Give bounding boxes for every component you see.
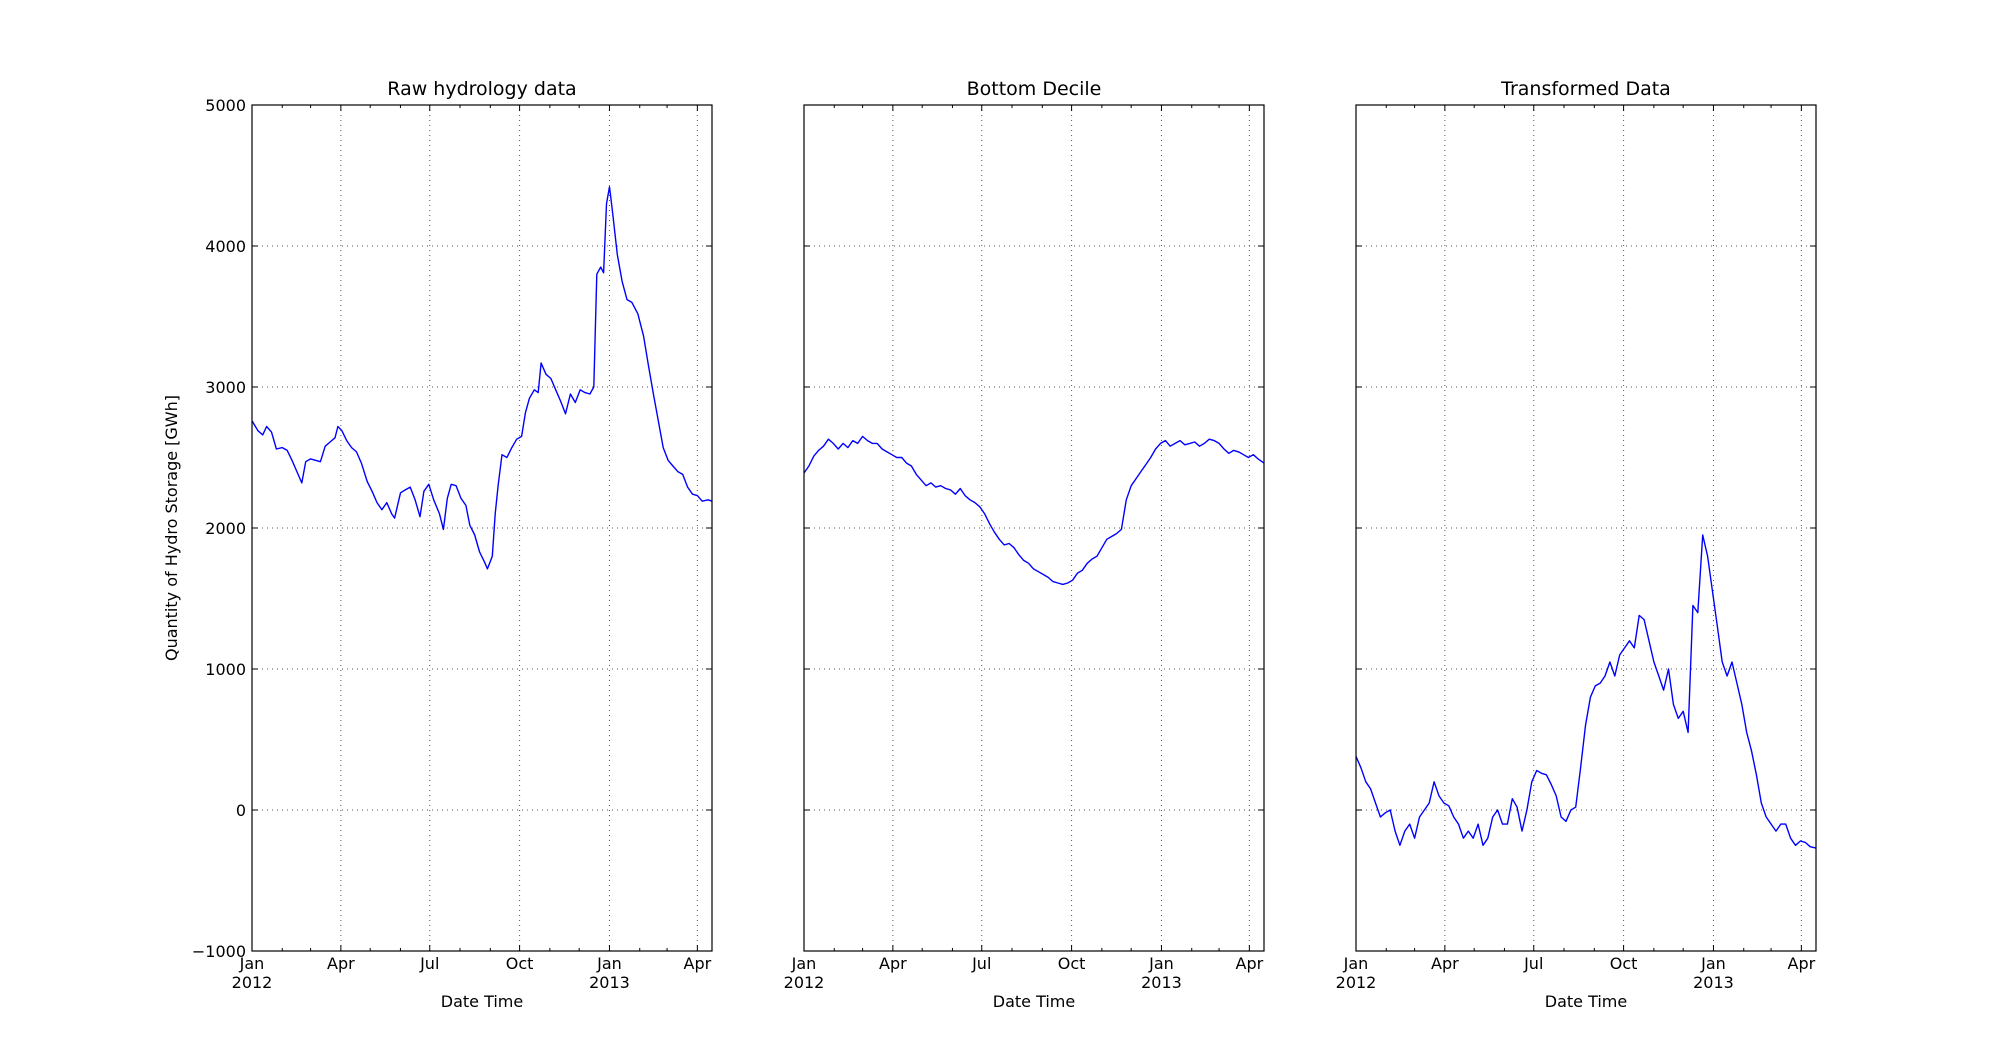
x-tick-label: Apr: [879, 954, 907, 973]
axes-frame: [1355, 104, 1817, 952]
x-tick-label: Oct: [506, 954, 534, 973]
x-axis-label: Date Time: [1545, 992, 1627, 1011]
series-line: [803, 435, 1265, 586]
x-tick-label: Jan: [239, 954, 265, 973]
y-tick-label: 4000: [205, 237, 246, 256]
series-line: [1355, 534, 1817, 849]
x-tick-label: Oct: [1058, 954, 1086, 973]
y-tick-label: 5000: [205, 96, 246, 115]
x-tick-label: Apr: [327, 954, 355, 973]
x-tick-label: Jan: [1148, 954, 1174, 973]
x-tick-label: Apr: [684, 954, 712, 973]
axes-frame: [251, 104, 713, 952]
axes-frame: [803, 104, 1265, 952]
subplot-title: Raw hydrology data: [387, 78, 576, 100]
x-tick-year-label: 2012: [1336, 973, 1377, 992]
x-tick-label: Oct: [1610, 954, 1638, 973]
x-axis-label: Date Time: [441, 992, 523, 1011]
x-tick-year-label: 2013: [1141, 973, 1182, 992]
y-tick-label: 3000: [205, 378, 246, 397]
x-tick-label: Jan: [1700, 954, 1726, 973]
x-tick-label: Jan: [791, 954, 817, 973]
y-axis-label: Quantity of Hydro Storage [GWh]: [162, 395, 181, 661]
x-tick-label: Apr: [1431, 954, 1459, 973]
series-line: [251, 186, 713, 570]
x-tick-label: Jul: [971, 954, 991, 973]
x-tick-label: Apr: [1236, 954, 1264, 973]
x-tick-year-label: 2013: [1693, 973, 1734, 992]
subplot-title: Bottom Decile: [967, 78, 1102, 100]
x-tick-label: Jan: [1343, 954, 1369, 973]
y-tick-label: 1000: [205, 660, 246, 679]
x-axis-label: Date Time: [993, 992, 1075, 1011]
subplots: Raw hydrology data −1000 0 1000 2000 3000 4000…: [192, 78, 1817, 1011]
x-tick-year-label: 2012: [232, 973, 273, 992]
y-tick-label: 0: [236, 801, 246, 820]
x-tick-label: Apr: [1788, 954, 1816, 973]
x-tick-year-label: 2013: [589, 973, 630, 992]
subplot-title: Transformed Data: [1500, 78, 1671, 100]
y-tick-label: 2000: [205, 519, 246, 538]
x-tick-label: Jan: [596, 954, 622, 973]
x-tick-year-label: 2012: [784, 973, 825, 992]
x-tick-label: Jul: [419, 954, 439, 973]
x-tick-label: Jul: [1523, 954, 1543, 973]
y-tick-label: −1000: [192, 942, 246, 961]
subplot-1: Raw hydrology data −1000 0 1000 2000 3000 4000…: [192, 78, 713, 1011]
